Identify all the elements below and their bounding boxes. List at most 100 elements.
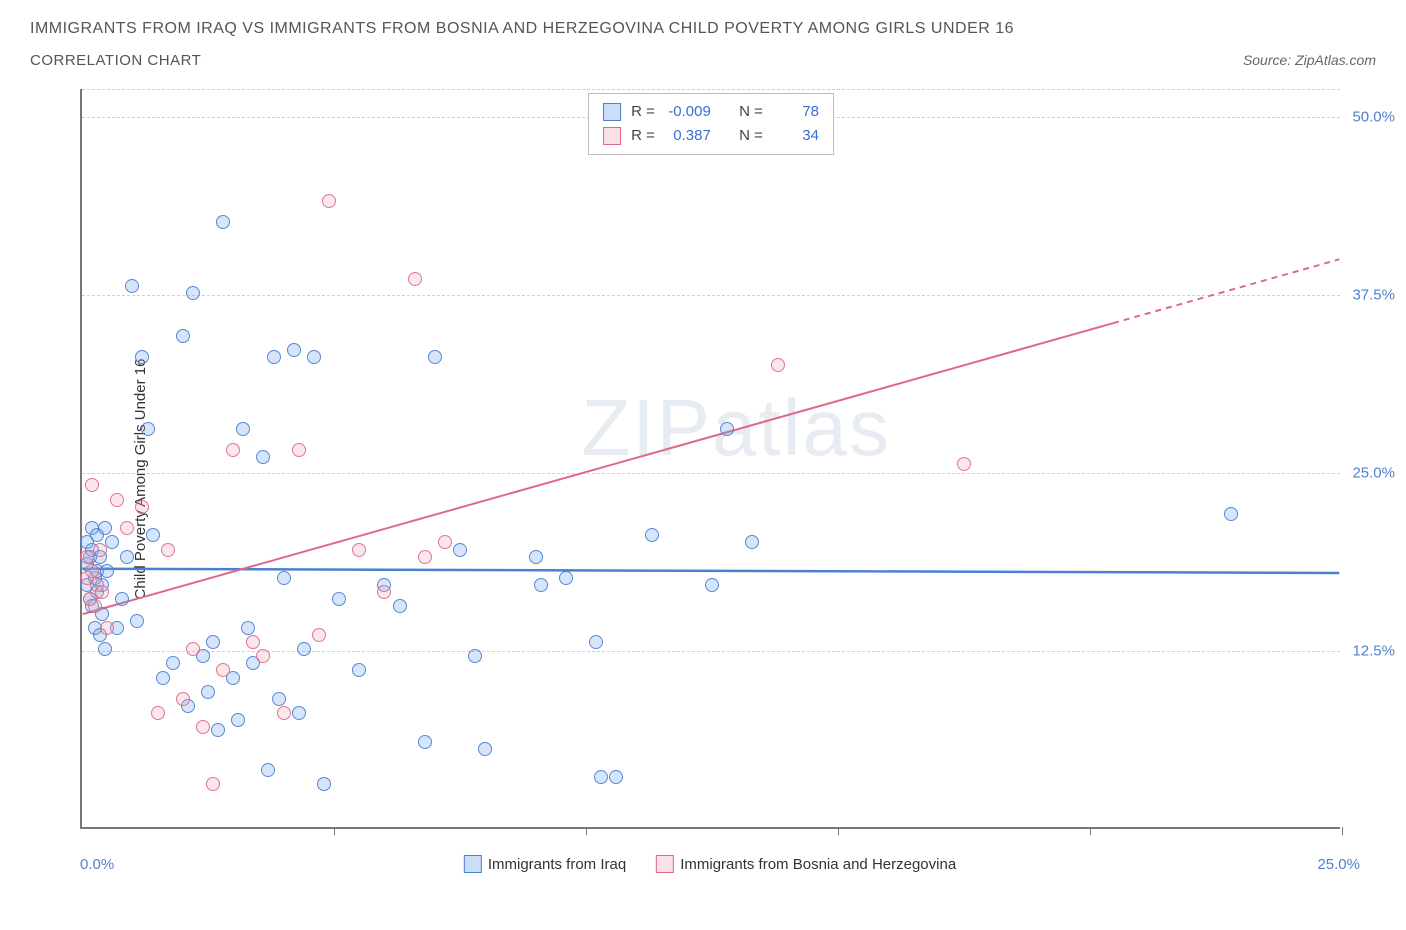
legend-label: Immigrants from Iraq [488,856,626,873]
x-tick [334,827,335,835]
data-point-iraq [98,642,112,656]
data-point-bosnia [88,599,102,613]
data-point-bosnia [256,649,270,663]
legend-item-iraq: Immigrants from Iraq [464,855,626,873]
correlation-row-bosnia: R =0.387 N =34 [603,124,819,148]
data-point-bosnia [957,457,971,471]
data-point-iraq [176,329,190,343]
data-point-iraq [297,642,311,656]
data-point-bosnia [135,500,149,514]
data-point-bosnia [322,194,336,208]
data-point-iraq [307,350,321,364]
data-point-bosnia [226,443,240,457]
data-point-bosnia [206,777,220,791]
trend-lines [82,89,1340,827]
data-point-bosnia [80,550,94,564]
data-point-bosnia [408,272,422,286]
y-tick-label: 25.0% [1352,465,1395,482]
data-point-iraq [141,422,155,436]
data-point-bosnia [95,585,109,599]
source-attribution: Source: ZipAtlas.com [1243,52,1376,68]
r-value: -0.009 [665,100,711,124]
trend-line [1113,259,1339,323]
data-point-bosnia [151,706,165,720]
data-point-bosnia [418,550,432,564]
data-point-iraq [211,723,225,737]
data-point-iraq [115,592,129,606]
data-point-iraq [98,521,112,535]
data-point-iraq [453,543,467,557]
data-point-iraq [125,279,139,293]
data-point-bosnia [771,358,785,372]
data-point-iraq [241,621,255,635]
legend-swatch [603,103,621,121]
data-point-iraq [287,343,301,357]
data-point-iraq [130,614,144,628]
data-point-bosnia [85,564,99,578]
data-point-iraq [745,535,759,549]
x-axis-max: 25.0% [1317,856,1360,873]
data-point-iraq [332,592,346,606]
data-point-bosnia [120,521,134,535]
trend-line [83,569,1340,573]
n-label: N = [739,124,763,148]
data-point-bosnia [186,642,200,656]
r-value: 0.387 [665,124,711,148]
data-point-iraq [100,564,114,578]
data-point-iraq [393,599,407,613]
data-point-iraq [186,286,200,300]
data-point-iraq [589,635,603,649]
data-point-iraq [468,649,482,663]
x-axis-row: 0.0% Immigrants from IraqImmigrants from… [80,849,1340,879]
data-point-iraq [135,350,149,364]
data-point-bosnia [377,585,391,599]
legend-swatch [603,127,621,145]
data-point-iraq [645,528,659,542]
data-point-iraq [267,350,281,364]
data-point-iraq [352,663,366,677]
data-point-bosnia [246,635,260,649]
series-legend: Immigrants from IraqImmigrants from Bosn… [464,855,956,873]
n-label: N = [739,100,763,124]
data-point-iraq [231,713,245,727]
data-point-iraq [156,671,170,685]
data-point-iraq [272,692,286,706]
data-point-iraq [216,215,230,229]
data-point-iraq [236,422,250,436]
data-point-iraq [705,578,719,592]
legend-swatch [656,855,674,873]
data-point-iraq [256,450,270,464]
chart-container: Child Poverty Among Girls Under 16 ZIPat… [30,79,1376,879]
r-label: R = [631,100,655,124]
data-point-iraq [478,742,492,756]
data-point-iraq [105,535,119,549]
correlation-legend: R =-0.009 N =78R =0.387 N =34 [588,93,834,155]
data-point-bosnia [277,706,291,720]
data-point-bosnia [292,443,306,457]
y-tick-label: 37.5% [1352,287,1395,304]
y-tick-label: 50.0% [1352,109,1395,126]
data-point-bosnia [100,621,114,635]
data-point-iraq [206,635,220,649]
data-point-iraq [594,770,608,784]
n-value: 78 [773,100,819,124]
x-tick [838,827,839,835]
x-axis-min: 0.0% [80,856,114,873]
data-point-iraq [201,685,215,699]
data-point-iraq [120,550,134,564]
data-point-iraq [720,422,734,436]
data-point-iraq [534,578,548,592]
y-tick-label: 12.5% [1352,643,1395,660]
n-value: 34 [773,124,819,148]
x-tick [586,827,587,835]
data-point-bosnia [85,478,99,492]
data-point-bosnia [352,543,366,557]
subtitle-row: CORRELATION CHART Source: ZipAtlas.com [30,52,1376,69]
plot-area: ZIPatlas R =-0.009 N =78R =0.387 N =34 1… [80,89,1340,829]
chart-subtitle: CORRELATION CHART [30,52,201,69]
data-point-iraq [418,735,432,749]
data-point-iraq [428,350,442,364]
data-point-bosnia [216,663,230,677]
data-point-bosnia [93,543,107,557]
data-point-bosnia [176,692,190,706]
